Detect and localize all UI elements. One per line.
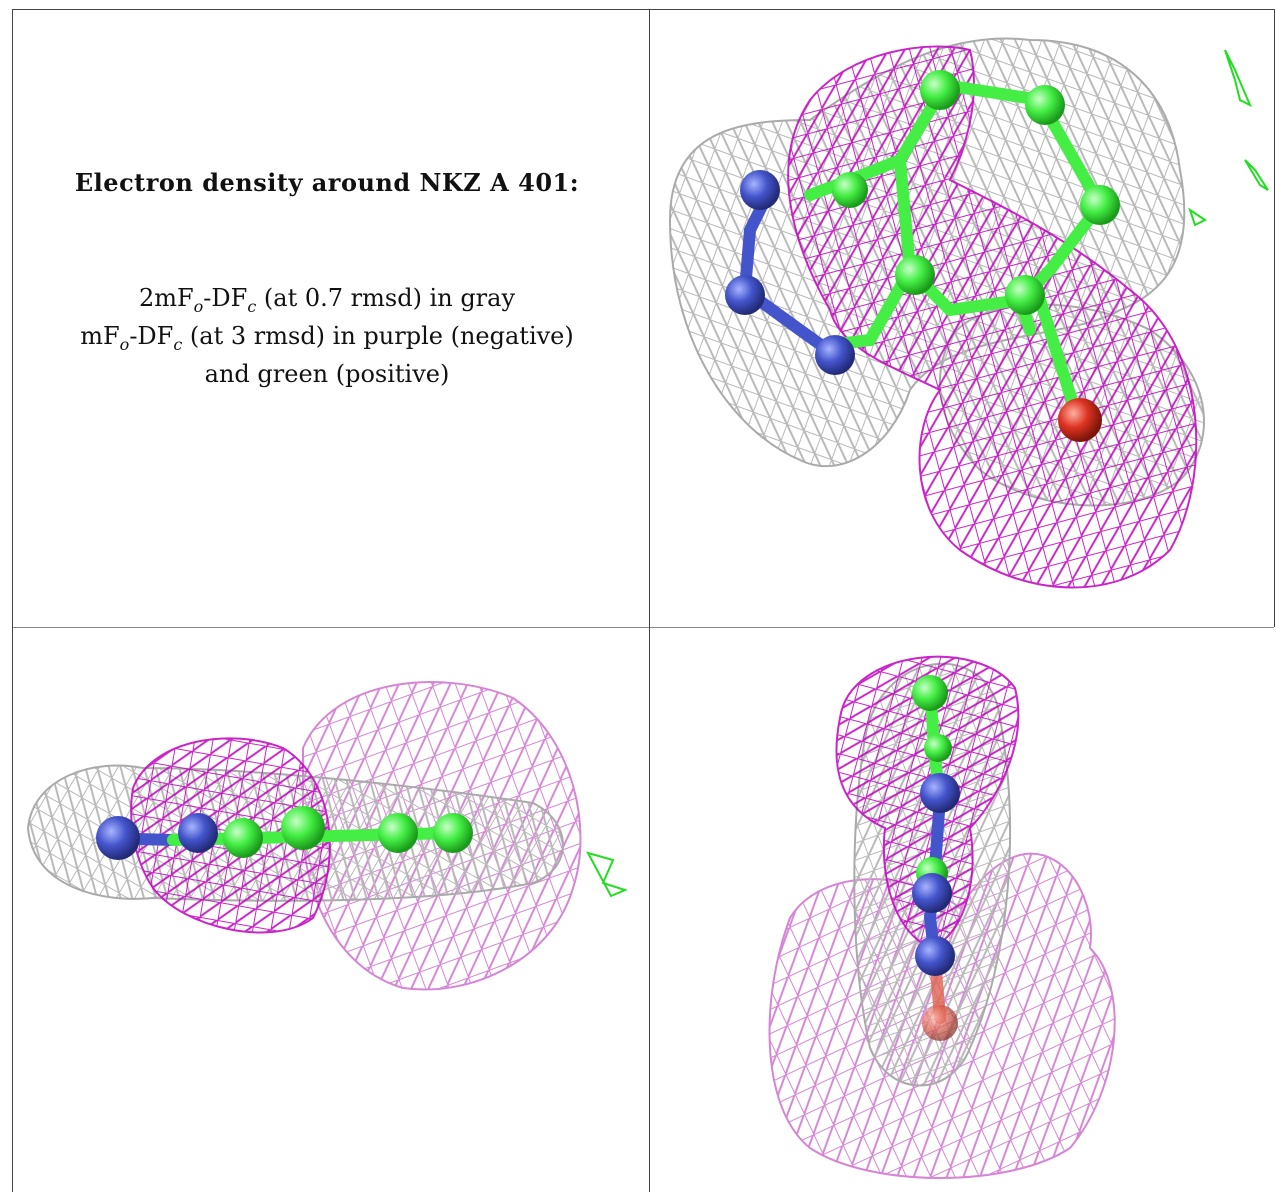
caption-text: mF <box>80 322 120 350</box>
nitrogen-atom <box>920 773 960 813</box>
green-positive-mesh <box>586 851 628 898</box>
nitrogen-atom <box>912 873 952 913</box>
border-center <box>649 9 650 1192</box>
carbon-atom <box>924 734 952 762</box>
carbon-atom <box>920 70 960 110</box>
nitrogen-atom <box>96 816 140 860</box>
caption-text: (at 0.7 rmsd) in gray <box>256 284 516 312</box>
carbon-atom <box>1025 85 1065 125</box>
nitrogen-atom <box>178 813 218 853</box>
nitrogen-atom <box>815 335 855 375</box>
caption-line-green: and green (positive) <box>204 360 450 388</box>
green-positive-mesh <box>1188 207 1207 227</box>
border-right <box>1274 9 1275 627</box>
green-positive-mesh <box>1224 49 1252 108</box>
caption-subscript: c <box>247 296 257 316</box>
nitrogen-atom <box>915 936 955 976</box>
caption-cell: Electron density around NKZ A 401: 2mFo-… <box>12 0 642 620</box>
view-bottom-right <box>650 628 1274 1192</box>
border-middle <box>12 627 1274 628</box>
carbon-atom <box>1005 275 1045 315</box>
view-bottom-left <box>13 628 649 1192</box>
density-render-bottom-right <box>768 655 1116 1179</box>
caption-text: -DF <box>129 322 174 350</box>
carbon-atom <box>281 806 325 850</box>
density-render-bottom-left <box>26 681 628 991</box>
caption-text: 2mF <box>138 284 194 312</box>
caption-subscript: o <box>193 296 204 316</box>
carbon-atom <box>1080 185 1120 225</box>
carbon-atom <box>895 255 935 295</box>
caption-text: -DF <box>203 284 248 312</box>
view-top-right <box>650 10 1274 627</box>
carbon-atom <box>223 818 263 858</box>
oxygen-atom <box>922 1005 958 1041</box>
carbon-atom <box>832 172 868 208</box>
carbon-atom <box>378 813 418 853</box>
density-render-top-right <box>668 37 1269 589</box>
green-positive-mesh <box>1244 159 1269 191</box>
nitrogen-atom <box>740 170 780 210</box>
caption-line-2fo-dfc: 2mFo-DFc (at 0.7 rmsd) in gray <box>12 284 642 316</box>
caption-line-fo-dfc: mFo-DFc (at 3 rmsd) in purple (negative) <box>12 322 642 354</box>
caption-title: Electron density around NKZ A 401: <box>74 168 580 197</box>
border-left <box>12 9 13 1192</box>
caption-subscript: c <box>173 334 183 354</box>
border-top <box>12 9 1274 10</box>
carbon-atom <box>433 813 473 853</box>
oxygen-atom <box>1058 398 1102 442</box>
caption-text: (at 3 rmsd) in purple (negative) <box>182 322 574 350</box>
carbon-atom <box>912 675 948 711</box>
nitrogen-atom <box>725 275 765 315</box>
caption-subscript: o <box>119 334 130 354</box>
